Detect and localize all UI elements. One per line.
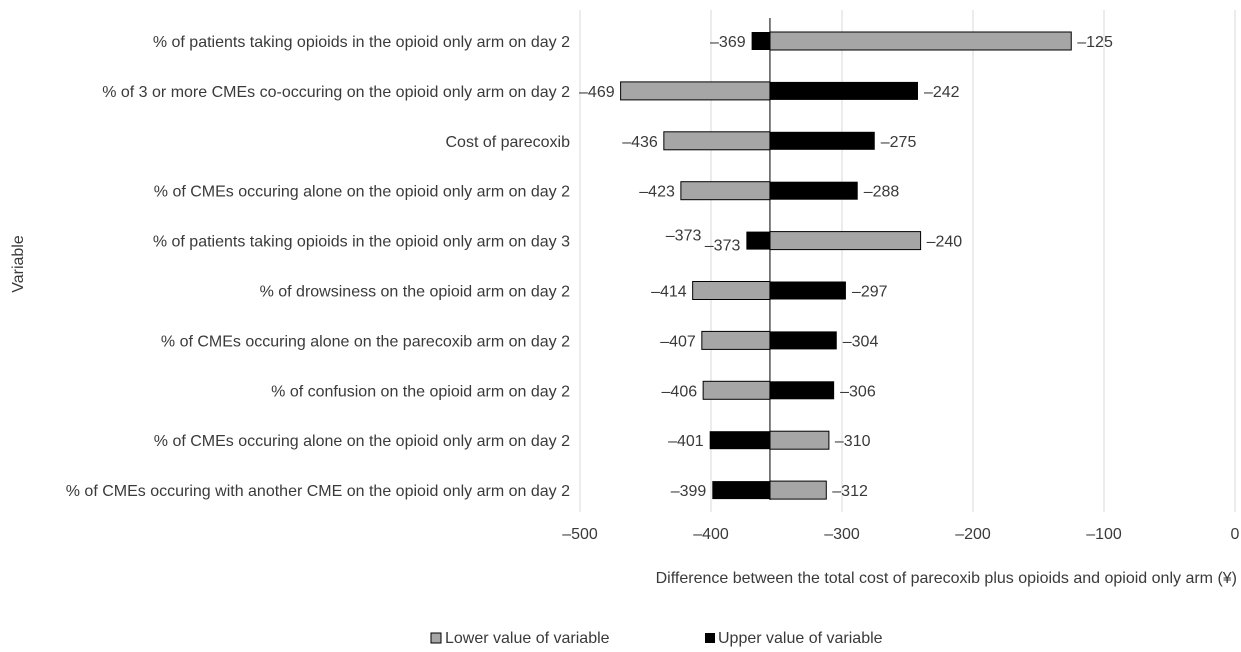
data-label: –369: [710, 34, 746, 51]
bar-lower: [701, 330, 771, 350]
data-label: –275: [881, 134, 917, 151]
category-label: % of patients taking opioids in the opio…: [153, 234, 570, 251]
data-label: –407: [660, 333, 696, 350]
bar-upper: [769, 281, 846, 300]
category-label: % of patients taking opioids in the opio…: [153, 34, 570, 51]
category-label: % of CMEs occuring with another CME on t…: [66, 483, 570, 500]
data-label: –469: [579, 84, 615, 101]
data-label: –436: [622, 134, 658, 151]
data-label: –306: [840, 383, 876, 400]
bar-lower: [769, 430, 830, 450]
bar-upper: [751, 32, 770, 50]
category-label: % of 3 or more CMEs co-occuring on the o…: [102, 84, 570, 101]
category-label: % of CMEs occuring alone on the parecoxi…: [161, 333, 570, 350]
data-label: –288: [864, 184, 900, 201]
data-label: –423: [639, 184, 675, 201]
bar-upper: [769, 181, 858, 200]
bar-lower: [769, 231, 922, 251]
x-tick-labels: –500 –400 –300 –200 –100 0: [562, 526, 1239, 543]
data-label: –399: [671, 483, 707, 500]
data-label: –312: [832, 483, 868, 500]
legend: Lower value of variable Upper value of v…: [430, 630, 883, 647]
data-label: –125: [1077, 34, 1113, 51]
bar-upper: [709, 431, 770, 450]
data-label: –401: [668, 433, 704, 450]
value-labels: –369 –125 –469 –242 –436 –275 –423 –288 –373–373…: [579, 34, 1113, 500]
x-axis-title: Difference between the total cost of par…: [656, 570, 1237, 587]
data-label: –310: [835, 433, 871, 450]
x-tick-label: –300: [824, 526, 860, 543]
x-tick-label: –100: [1086, 526, 1122, 543]
category-label: % of CMEs occuring alone on the opioid o…: [154, 433, 570, 450]
y-axis-title: Variable: [10, 235, 27, 293]
x-tick-label: 0: [1231, 526, 1240, 543]
bar-lower: [769, 31, 1072, 51]
bar-lower: [769, 480, 827, 500]
bar-upper: [746, 231, 770, 250]
bar-upper: [769, 381, 835, 400]
category-label: % of confusion on the opioid arm on day …: [271, 383, 570, 400]
bar-upper: [769, 81, 918, 100]
bar-lower: [620, 81, 771, 101]
data-label: –242: [924, 84, 960, 101]
data-label: –406: [662, 383, 698, 400]
bar-upper: [712, 481, 770, 500]
x-tick-label: –200: [955, 526, 991, 543]
category-label: % of CMEs occuring alone on the opioid o…: [154, 184, 570, 201]
legend-swatch-lower: [430, 632, 442, 644]
data-label: –373: [666, 228, 702, 245]
legend-swatch-upper: [705, 633, 715, 643]
data-label: –373: [705, 238, 741, 255]
x-tick-label: –400: [693, 526, 729, 543]
data-label: –414: [651, 284, 687, 301]
legend-label-upper: Upper value of variable: [718, 630, 883, 647]
category-label: Cost of parecoxib: [445, 134, 570, 151]
bar-lower: [702, 380, 771, 400]
x-tick-label: –500: [562, 526, 598, 543]
category-label: % of drowsiness on the opioid arm on day…: [260, 284, 571, 301]
category-labels: % of patients taking opioids in the opio…: [66, 34, 570, 500]
bar-lower: [680, 181, 771, 201]
bar-lower: [663, 131, 771, 151]
bar-lower: [692, 281, 771, 300]
bar-upper: [769, 331, 837, 350]
bars: [620, 18, 1072, 500]
data-label: –297: [852, 284, 888, 301]
legend-label-lower: Lower value of variable: [445, 630, 610, 647]
data-label: –240: [927, 234, 963, 251]
data-label: –304: [843, 333, 879, 350]
bar-upper: [769, 131, 875, 150]
